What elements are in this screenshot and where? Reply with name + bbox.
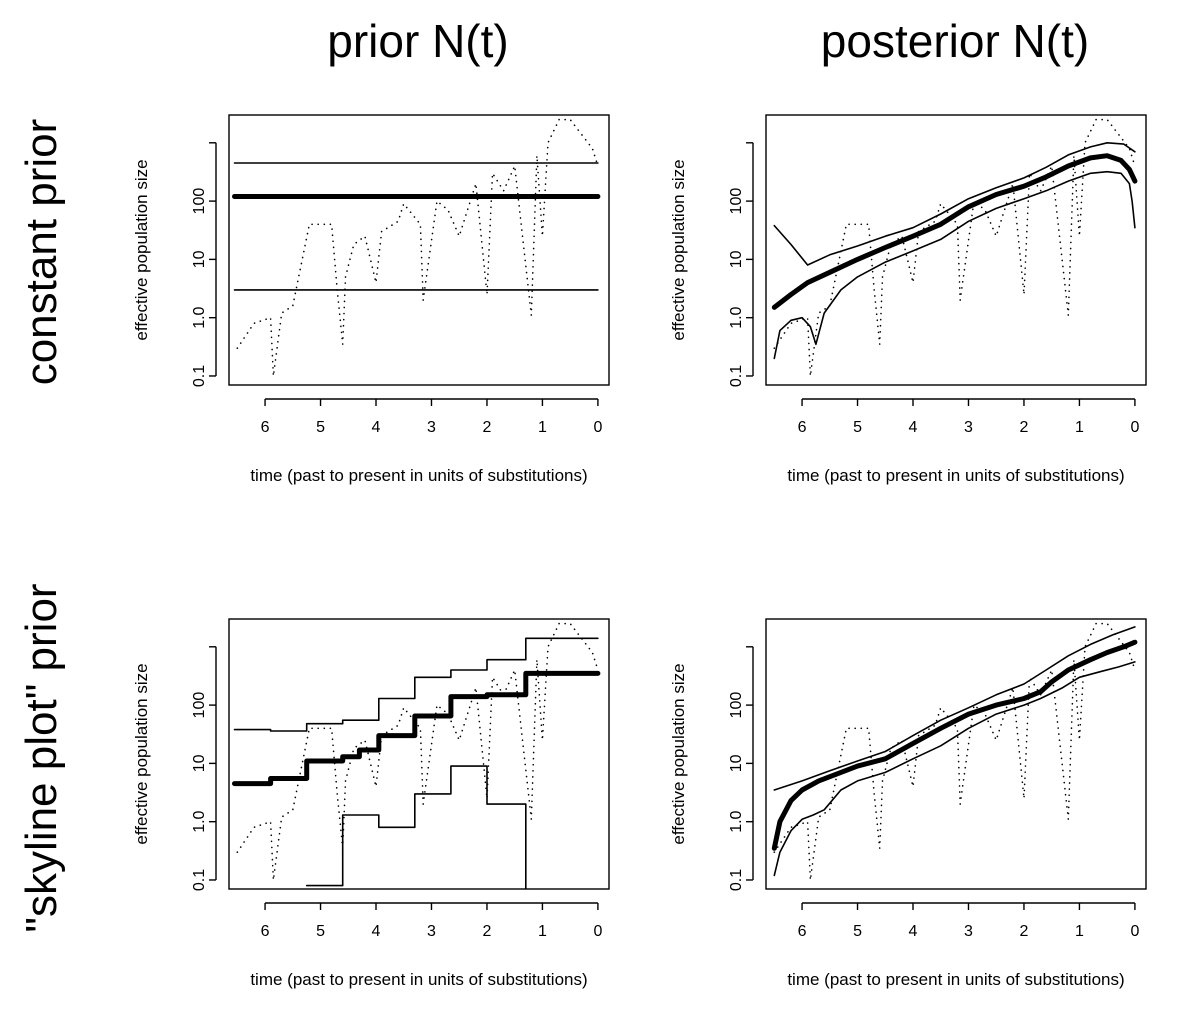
series-true-line	[236, 622, 599, 881]
x-tick-label: 2	[1020, 419, 1029, 436]
plot-frame	[765, 618, 1147, 890]
x-tick-label: 2	[1020, 923, 1029, 940]
x-tick-label: 5	[316, 923, 325, 940]
x-axis-title: time (past to present in units of substi…	[250, 970, 587, 989]
y-axis-title: effective population size	[132, 159, 151, 340]
series-upper-line	[233, 637, 599, 732]
x-tick-label: 1	[1075, 923, 1084, 940]
y-tick-label: 10	[728, 250, 745, 268]
x-tick-label: 2	[483, 419, 492, 436]
series-median-line	[771, 639, 1138, 851]
series-median-line	[232, 670, 601, 787]
x-axis-title: time (past to present in units of substi…	[250, 466, 587, 485]
y-tick-label: 0.1	[191, 869, 208, 891]
y-tick-label: 100	[191, 692, 208, 719]
x-tick-label: 3	[427, 923, 436, 940]
x-tick-label: 6	[261, 419, 270, 436]
y-tick-label: 10	[728, 754, 745, 772]
x-tick-label: 4	[372, 419, 381, 436]
y-tick-label: 1.0	[728, 306, 745, 328]
y-tick-label: 1.0	[191, 306, 208, 328]
x-tick-label: 0	[1130, 419, 1139, 436]
x-tick-label: 3	[964, 419, 973, 436]
series-true-line	[773, 118, 1136, 377]
plot-frame	[228, 618, 610, 890]
x-tick-label: 2	[483, 923, 492, 940]
x-tick-label: 6	[798, 419, 807, 436]
y-tick-label: 10	[191, 754, 208, 772]
series-median-line	[771, 153, 1138, 310]
y-axis-title: effective population size	[669, 663, 688, 844]
series-upper-line	[773, 626, 1136, 791]
series-true-line	[773, 622, 1136, 881]
y-tick-label: 10	[191, 250, 208, 268]
x-tick-label: 0	[593, 419, 602, 436]
x-tick-label: 5	[853, 923, 862, 940]
column-title-posterior: posterior N(t)	[820, 15, 1090, 67]
plot-frame	[228, 114, 610, 386]
x-tick-label: 6	[798, 923, 807, 940]
x-tick-label: 3	[427, 419, 436, 436]
y-tick-label: 1.0	[728, 810, 745, 832]
x-tick-label: 6	[261, 923, 270, 940]
series-lower-line	[305, 765, 527, 889]
series-lower-line	[773, 170, 1136, 360]
x-tick-label: 4	[909, 419, 918, 436]
x-tick-label: 1	[538, 419, 547, 436]
y-axis-title: effective population size	[669, 159, 688, 340]
y-tick-label: 0.1	[191, 365, 208, 387]
series-true-line	[236, 118, 599, 377]
x-tick-label: 4	[372, 923, 381, 940]
plot-frame	[765, 114, 1147, 386]
x-tick-label: 0	[593, 923, 602, 940]
x-tick-label: 3	[964, 923, 973, 940]
y-tick-label: 0.1	[728, 869, 745, 891]
series-lower-line	[773, 661, 1136, 877]
x-tick-label: 0	[1130, 923, 1139, 940]
series-upper-line	[773, 142, 1136, 266]
x-tick-label: 1	[538, 923, 547, 940]
column-title-prior: prior N(t)	[327, 15, 509, 67]
x-tick-label: 4	[909, 923, 918, 940]
x-tick-label: 5	[853, 419, 862, 436]
x-axis-title: time (past to present in units of substi…	[787, 970, 1124, 989]
y-tick-label: 100	[191, 188, 208, 215]
x-axis-title: time (past to present in units of substi…	[787, 466, 1124, 485]
y-tick-label: 0.1	[728, 365, 745, 387]
x-tick-label: 5	[316, 419, 325, 436]
x-tick-label: 1	[1075, 419, 1084, 436]
y-tick-label: 1.0	[191, 810, 208, 832]
y-tick-label: 100	[728, 692, 745, 719]
y-axis-title: effective population size	[132, 663, 151, 844]
y-tick-label: 100	[728, 188, 745, 215]
